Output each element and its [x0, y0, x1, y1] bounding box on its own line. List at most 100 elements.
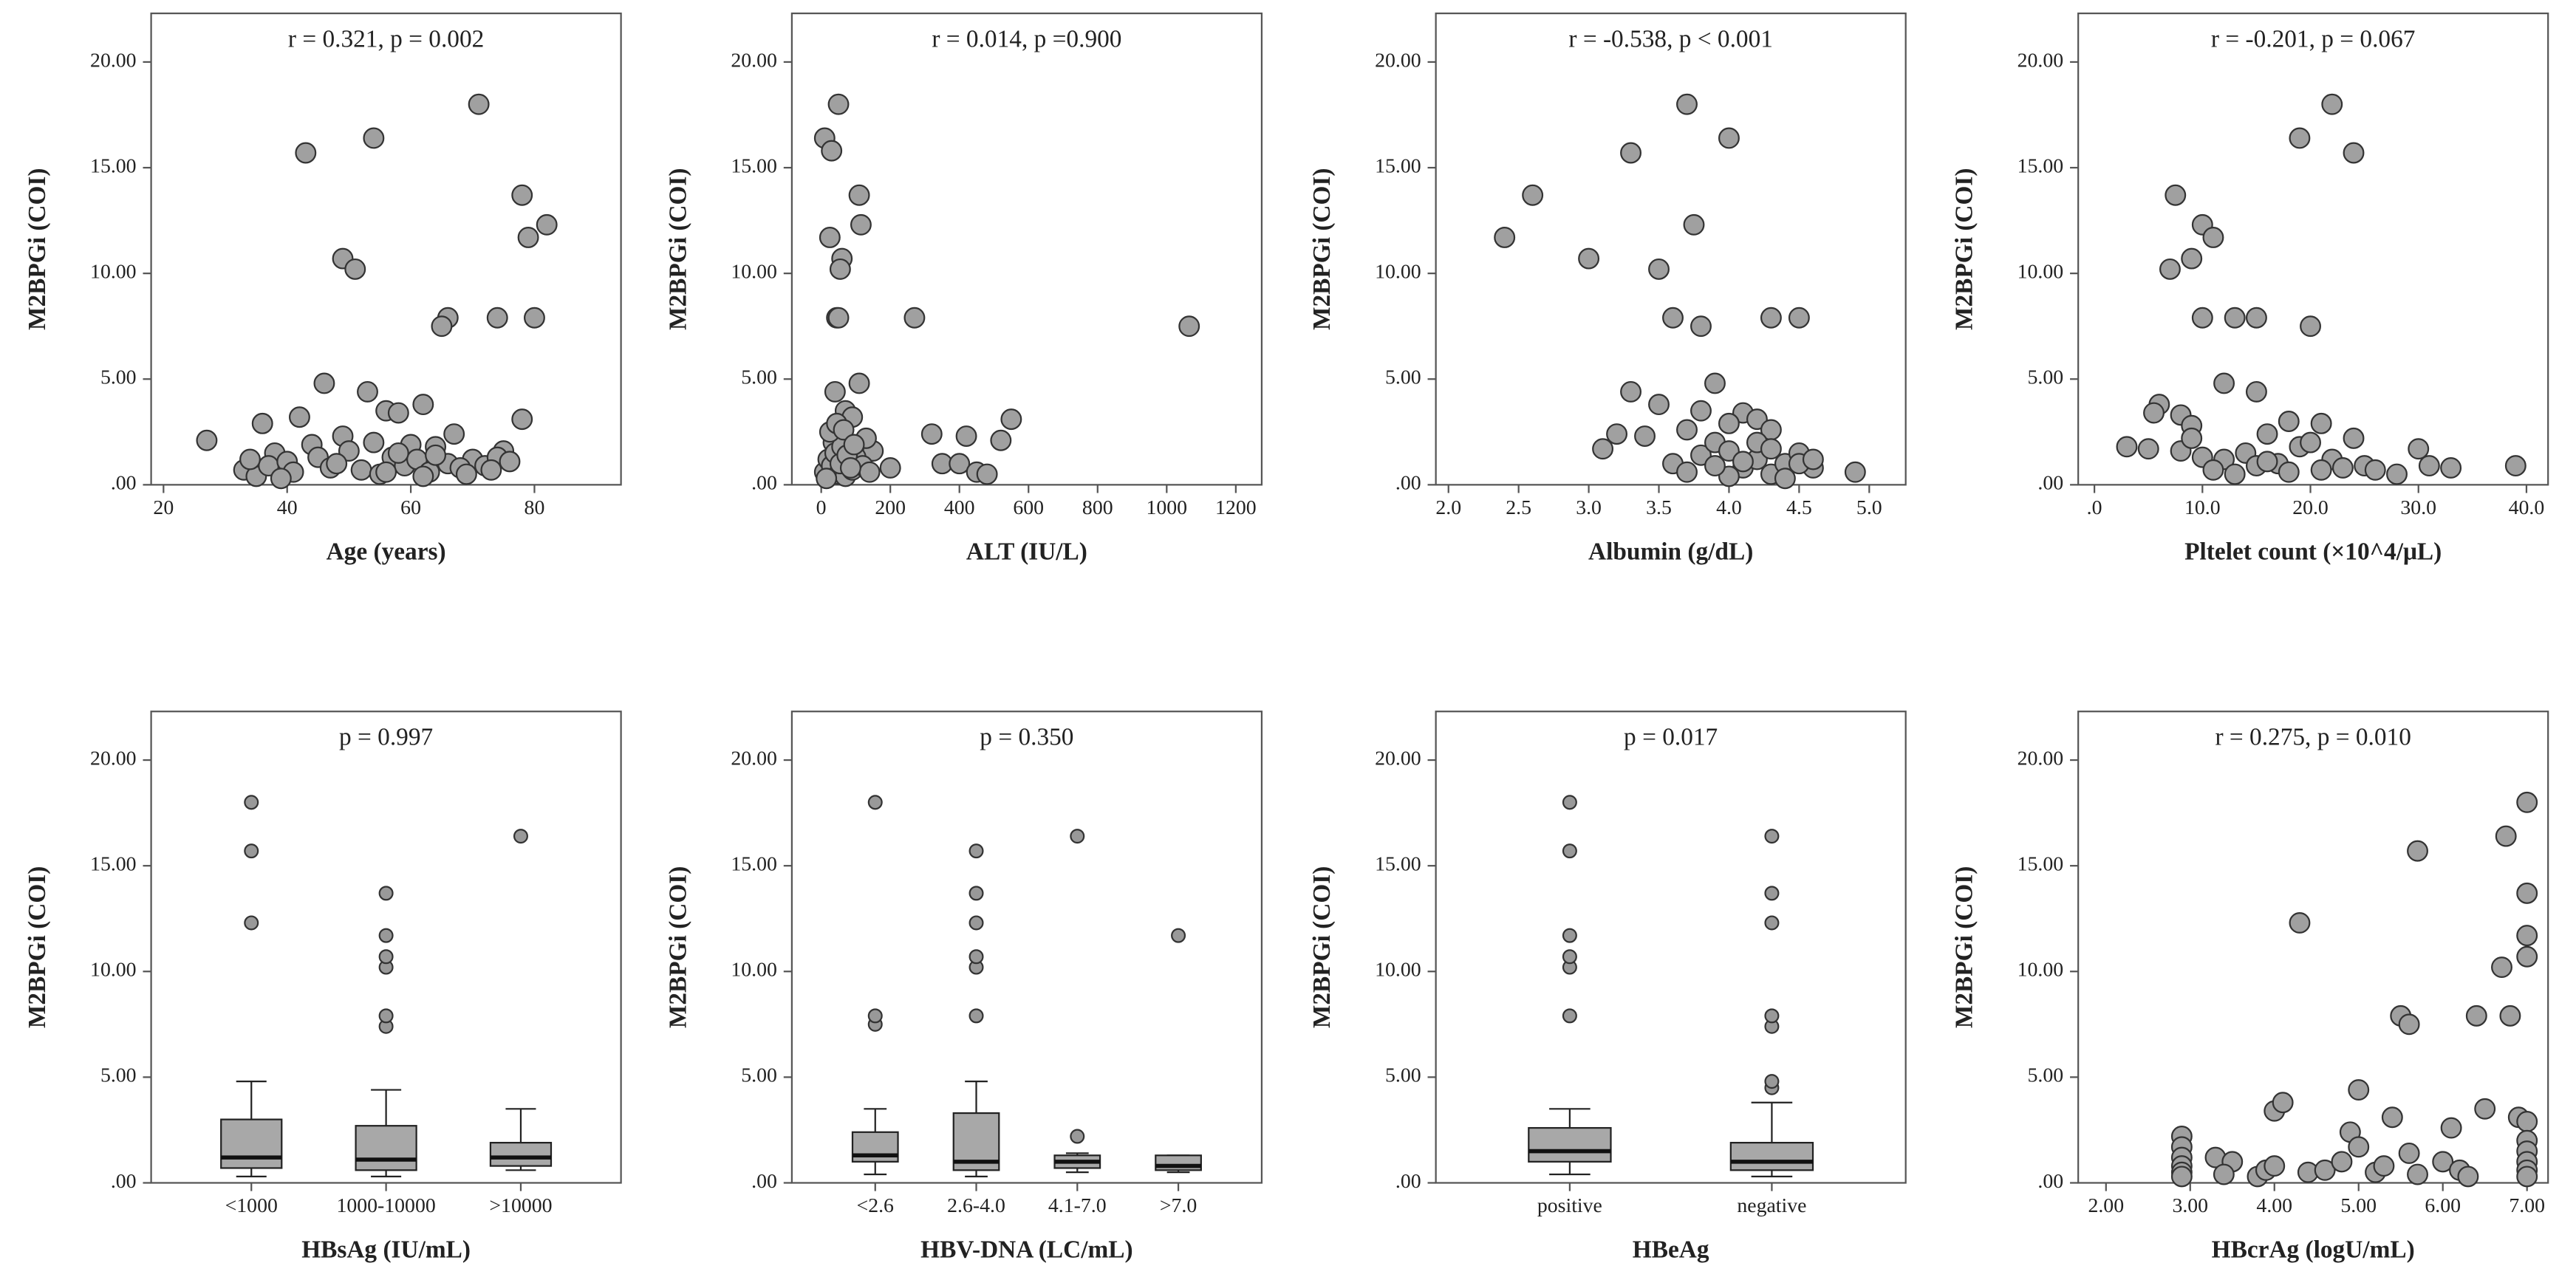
annotation: r = 0.014, p =0.900 — [932, 26, 1121, 53]
x-axis-label: HBV-DNA (LC/mL) — [920, 1236, 1132, 1264]
point — [1718, 465, 1740, 487]
point — [523, 307, 545, 329]
y-tick-label: 15.00 — [1375, 853, 1421, 876]
x-tick-label: 4.1-7.0 — [1048, 1194, 1107, 1217]
point — [1000, 408, 1022, 431]
point — [2499, 1005, 2521, 1027]
point — [1648, 394, 1670, 416]
y-tick-label: 15.00 — [1375, 154, 1421, 177]
point — [1760, 307, 1782, 329]
point — [2213, 1163, 2235, 1185]
annotation: r = 0.321, p = 0.002 — [288, 26, 484, 53]
y-tick-label: .00 — [751, 1170, 777, 1193]
y-tick-label: 20.00 — [731, 49, 777, 72]
y-tick-label: 15.00 — [731, 853, 777, 876]
point — [2310, 412, 2332, 434]
x-tick-label: 2.0 — [1435, 496, 1461, 519]
y-tick-label: 5.00 — [100, 366, 137, 389]
box — [489, 1141, 553, 1167]
y-tick-label: 15.00 — [90, 853, 137, 876]
point — [2516, 1111, 2538, 1132]
y-tick-label: 20.00 — [2018, 747, 2064, 770]
outlier — [1070, 1129, 1085, 1144]
point — [1704, 372, 1726, 394]
point — [2314, 1159, 2336, 1181]
point — [1676, 419, 1698, 441]
point — [2343, 142, 2365, 164]
x-tick-label: .0 — [2087, 496, 2102, 519]
point — [829, 258, 851, 280]
point — [1690, 315, 1712, 338]
point — [816, 468, 838, 490]
outlier — [867, 795, 883, 810]
x-tick-label: 400 — [944, 496, 975, 519]
point — [2408, 438, 2430, 460]
outlier — [378, 1008, 394, 1024]
point — [480, 459, 502, 481]
point — [2440, 456, 2462, 479]
point — [2159, 258, 2181, 280]
point — [824, 380, 846, 403]
point — [848, 372, 870, 394]
point — [2202, 227, 2224, 248]
outlier — [1764, 886, 1780, 901]
x-tick-label: >7.0 — [1160, 1194, 1197, 1217]
y-tick-label: 20.00 — [90, 49, 137, 72]
plot-frame — [1435, 12, 1907, 486]
point — [2272, 1092, 2294, 1114]
point — [295, 142, 317, 164]
point — [1746, 408, 1768, 431]
point — [2300, 431, 2321, 454]
point — [2440, 1117, 2462, 1139]
y-tick-label: 20.00 — [1375, 49, 1421, 72]
y-tick-label: 15.00 — [2018, 154, 2064, 177]
x-axis-label: HBcrAg (logU/mL) — [2212, 1236, 2415, 1264]
y-tick-label: .00 — [1395, 472, 1421, 495]
box — [355, 1125, 417, 1171]
outlier — [1764, 1074, 1780, 1089]
x-axis-label: Age (years) — [327, 538, 446, 565]
point — [2300, 315, 2321, 338]
point — [976, 463, 998, 485]
point — [843, 434, 865, 456]
x-tick-label: 2.00 — [2088, 1194, 2124, 1217]
y-tick-label: 5.00 — [1385, 1064, 1421, 1087]
point — [2331, 1151, 2353, 1173]
point — [326, 453, 348, 475]
point — [2516, 945, 2538, 968]
point — [955, 425, 977, 447]
point — [511, 184, 533, 206]
annotation: r = -0.201, p = 0.067 — [2211, 26, 2416, 53]
point — [2181, 427, 2203, 449]
outlier — [1764, 1008, 1780, 1024]
point — [2516, 1166, 2538, 1188]
point — [1648, 258, 1670, 280]
y-tick-label: 10.00 — [90, 959, 137, 982]
point — [2418, 455, 2440, 477]
point — [1690, 444, 1712, 466]
point — [431, 315, 453, 338]
outlier — [1562, 795, 1577, 810]
point — [2516, 882, 2538, 904]
point — [827, 307, 850, 329]
y-tick-label: 5.00 — [100, 1064, 137, 1087]
point — [2398, 1013, 2420, 1036]
point — [1676, 461, 1698, 483]
point — [313, 372, 335, 394]
outlier — [513, 829, 528, 844]
point — [819, 227, 841, 248]
outlier — [867, 1008, 883, 1024]
point — [2278, 461, 2300, 483]
point — [363, 431, 385, 454]
point — [344, 258, 366, 280]
point — [1690, 400, 1712, 422]
x-tick-label: 30.0 — [2400, 496, 2436, 519]
point — [1620, 142, 1642, 164]
point — [827, 93, 850, 115]
x-tick-label: <1000 — [225, 1194, 278, 1217]
y-axis-label: M2BPGi (COI) — [24, 866, 51, 1029]
outlier — [378, 886, 394, 901]
y-tick-label: 5.00 — [741, 1064, 777, 1087]
point — [1732, 451, 1754, 473]
point — [2143, 402, 2165, 424]
